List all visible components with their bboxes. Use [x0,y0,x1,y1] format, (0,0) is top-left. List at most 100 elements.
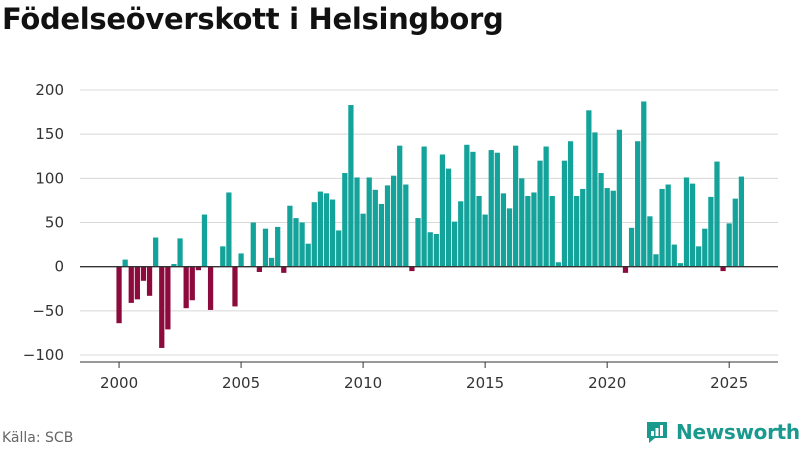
bar-positive [653,254,659,267]
bar-positive [586,110,592,267]
bar-positive [275,226,281,267]
bar-negative [146,266,153,296]
bar-positive [635,141,641,267]
bar-positive [153,237,159,267]
bar-positive [470,151,476,267]
bar-positive [348,105,354,267]
x-tick-label: 2020 [588,374,626,392]
bar-positive [458,201,464,267]
bar-positive [592,132,598,267]
bar-positive [628,227,635,267]
bar-positive [500,193,507,267]
bar-positive [226,192,232,267]
newsworthy-logo-icon [647,422,667,443]
bar-positive [293,218,299,267]
bar-positive [580,188,586,267]
bar-positive [610,190,616,267]
source-note: Källa: SCB [2,430,74,446]
bar-positive [561,160,568,267]
bar-positive [390,175,397,267]
bar-positive [311,202,317,267]
bar-negative [183,266,189,309]
bar-positive [464,144,470,267]
bar-positive [171,264,177,267]
bar-positive [574,196,580,267]
bar-positive [476,196,482,267]
brand-name: Newsworthy [676,420,800,444]
bar-negative [409,266,415,272]
bar-negative [140,266,147,281]
bar-positive [689,183,696,267]
bar-negative [207,266,214,310]
bar-positive [378,203,385,267]
y-tick-label: 50 [45,214,64,232]
bar-positive [268,257,275,267]
x-axis [80,265,778,363]
bar-positive [513,145,519,267]
x-tick-label: 2015 [466,374,504,392]
x-tick-label: 2005 [222,374,260,392]
bar-negative [281,266,287,273]
y-tick-label: 0 [54,258,64,276]
bar-positive [360,213,366,267]
bar-negative [165,266,171,330]
bar-positive [384,185,391,267]
x-tick-label: 2010 [344,374,382,392]
bar-positive [439,154,446,267]
bar-positive [543,146,549,267]
bar-positive [506,208,513,267]
bar-positive [220,246,226,267]
gridlines [80,89,778,356]
bar-negative [159,266,165,348]
x-axis-tick-labels: 2000 2005 2010 2015 2020 2025 [100,362,748,392]
bar-positive [732,198,738,267]
bar-positive [677,263,683,267]
bar-negative [195,266,201,271]
bar-positive [336,230,342,267]
bar-negative [128,266,134,303]
bar-negative [622,266,629,273]
bar-positive [250,222,256,267]
bars [116,101,745,348]
bar-positive [549,196,555,267]
brand-logo[interactable]: Newsworthy [644,419,800,445]
bar-positive [665,184,671,267]
chart-title: Födelseöverskott i Helsingborg [2,2,504,36]
bar-positive [238,253,244,267]
bar-positive [354,177,360,267]
bar-positive [342,173,348,267]
bar-positive [397,145,403,267]
bar-positive [427,232,433,267]
y-tick-label: 200 [35,81,64,99]
bar-positive [696,246,702,267]
y-tick-label: 150 [35,125,64,143]
y-axis-tick-labels: −100 −50 0 50 100 150 200 [23,81,64,364]
bar-positive [494,152,500,267]
bar-negative [720,266,726,272]
bar-positive [366,177,372,267]
bar-positive [659,188,665,267]
y-tick-label: −100 [23,346,64,364]
bar-positive [317,191,324,267]
x-tick-label: 2000 [100,374,138,392]
bar-positive [372,189,378,267]
bar-positive [177,238,183,267]
bar-positive [299,222,305,267]
bar-positive [714,161,720,267]
y-tick-label: −50 [32,302,64,320]
bar-positive [537,160,543,267]
bar-positive [403,184,409,267]
bar-negative [116,266,122,324]
bar-positive [531,192,537,267]
bar-positive [525,196,531,267]
bar-positive [616,129,622,267]
bar-positive [421,146,427,267]
bar-positive [488,150,494,267]
bar-negative [256,266,263,272]
bar-positive [122,259,128,267]
bar-positive [671,244,677,267]
bar-positive [647,216,653,267]
bar-negative [232,266,238,307]
bar-positive [433,233,439,267]
